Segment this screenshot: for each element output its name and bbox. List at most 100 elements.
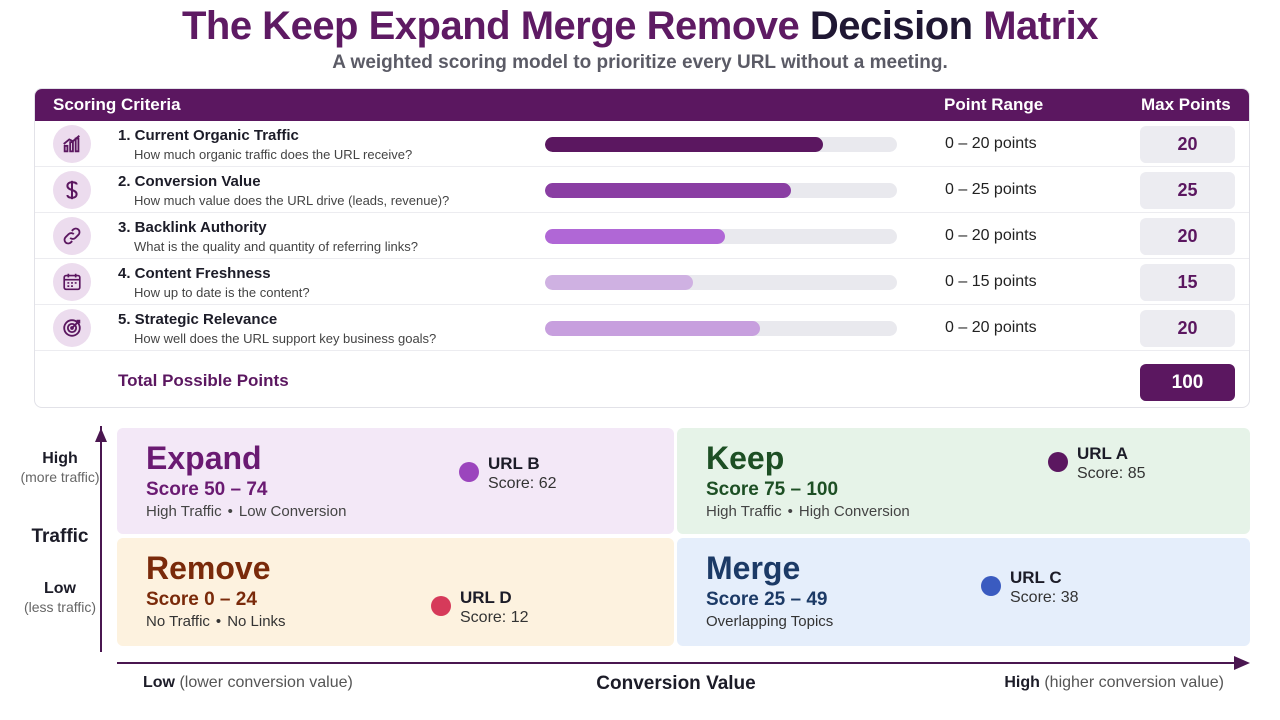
table-row: 4. Content Freshness How up to date is t… (35, 259, 1249, 305)
table-row: 2. Conversion Value How much value does … (35, 167, 1249, 213)
title-part-3: Matrix (983, 4, 1099, 48)
url-dot (459, 462, 479, 482)
quadrant-remove: Remove Score 0 – 24 No Traffic • No Links … (117, 538, 674, 646)
y-low-text: Low (44, 580, 76, 597)
bullet-separator: • (227, 503, 233, 520)
url-name: URL A (1077, 444, 1128, 463)
weight-bar-fill (545, 137, 824, 152)
criteria-name: 3. Backlink Authority (118, 219, 267, 236)
y-axis-line (100, 426, 102, 652)
y-axis-low-label: Low (less traffic) (20, 580, 100, 616)
quadrant-description: High Traffic • High Conversion (706, 503, 910, 520)
y-axis-arrow-icon (95, 428, 107, 442)
y-high-sub: (more traffic) (20, 469, 100, 485)
desc-a: No Traffic (146, 613, 210, 630)
max-points: 20 (1140, 310, 1235, 347)
page-title: The Keep Expand Merge Remove Decision Ma… (0, 4, 1280, 49)
title-part-2: Decision (809, 4, 973, 48)
url-dot (1048, 452, 1068, 472)
link-icon (53, 217, 91, 255)
bar-chart-icon (53, 125, 91, 163)
header-criteria: Scoring Criteria (53, 95, 181, 114)
criteria-description: What is the quality and quantity of refe… (134, 239, 418, 254)
quadrant-description: No Traffic • No Links (146, 613, 286, 630)
x-low-text: Low (143, 674, 175, 691)
x-axis-arrow-icon (1234, 656, 1250, 670)
point-range: 0 – 20 points (945, 319, 1037, 336)
url-score: Score: 62 (488, 475, 557, 492)
bullet-separator: • (787, 503, 793, 520)
max-points: 20 (1140, 126, 1235, 163)
criteria-description: How much value does the URL drive (leads… (134, 193, 450, 208)
y-axis-high-label: High (more traffic) (20, 450, 100, 486)
quadrant-score: Score 75 – 100 (706, 479, 839, 500)
max-points: 20 (1140, 218, 1235, 255)
url-name: URL D (460, 588, 512, 607)
quadrant-keep: Keep Score 75 – 100 High Traffic • High Co… (677, 428, 1250, 534)
point-range: 0 – 20 points (945, 227, 1037, 244)
max-points: 15 (1140, 264, 1235, 301)
url-dot (431, 596, 451, 616)
x-high-text: High (1004, 674, 1040, 691)
page-subtitle: A weighted scoring model to prioritize e… (332, 52, 948, 73)
table-row: 5. Strategic Relevance How well does the… (35, 305, 1249, 351)
weight-bar (545, 229, 897, 244)
x-axis-title: Conversion Value (596, 673, 756, 694)
url-score: Score: 12 (460, 609, 529, 626)
criteria-name: 2. Conversion Value (118, 173, 261, 190)
quadrant-score: Score 25 – 49 (706, 589, 828, 610)
y-axis-title: Traffic (31, 526, 89, 547)
url-score: Score: 85 (1077, 465, 1146, 482)
quadrant-name: Merge (706, 550, 801, 586)
point-range: 0 – 15 points (945, 273, 1037, 290)
header-max-points: Max Points (1141, 95, 1231, 114)
x-axis-low-label: Low (lower conversion value) (143, 674, 353, 692)
desc-b: High Conversion (798, 503, 910, 520)
quadrant-merge: Merge Score 25 – 49 Overlapping Topics U… (677, 538, 1250, 646)
quadrant-description: High Traffic • Low Conversion (146, 503, 346, 520)
weight-bar (545, 321, 897, 336)
quadrant-name: Keep (706, 440, 785, 476)
point-range: 0 – 20 points (945, 135, 1037, 152)
criteria-description: How much organic traffic does the URL re… (134, 147, 413, 162)
point-range: 0 – 25 points (945, 181, 1037, 198)
table-row: 3. Backlink Authority What is the qualit… (35, 213, 1249, 259)
weight-bar-fill (545, 321, 760, 336)
url-score: Score: 38 (1010, 589, 1079, 606)
quadrant-score: Score 50 – 74 (146, 479, 268, 500)
title-part-1: The Keep Expand Merge Remove (181, 4, 800, 48)
desc-a: High Traffic (706, 503, 782, 520)
scoring-table: Scoring Criteria Point Range Max Points … (34, 88, 1250, 408)
y-high-text: High (42, 450, 78, 467)
quadrant-expand: Expand Score 50 – 74 High Traffic • Low Co… (117, 428, 674, 534)
bullet-separator: • (215, 613, 222, 630)
y-low-sub: (less traffic) (23, 599, 97, 615)
criteria-description: How well does the URL support key busine… (134, 331, 437, 346)
dollar-icon (53, 171, 91, 209)
desc-a: High Traffic (146, 503, 222, 520)
header-point-range: Point Range (944, 95, 1044, 114)
weight-bar (545, 183, 897, 198)
weight-bar (545, 137, 897, 152)
desc-b: No Links (227, 613, 286, 630)
total-points: 100 (1140, 364, 1235, 401)
table-header: Scoring Criteria Point Range Max Points (35, 89, 1249, 121)
x-high-sub: (higher conversion value) (1044, 674, 1224, 691)
x-axis-high-label: High (higher conversion value) (1004, 674, 1224, 692)
quadrant-name: Remove (146, 550, 271, 586)
weight-bar (545, 275, 897, 290)
target-icon (53, 309, 91, 347)
max-points: 25 (1140, 172, 1235, 209)
total-label: Total Possible Points (118, 371, 289, 390)
quadrant-description: Overlapping Topics (706, 613, 834, 630)
url-name: URL C (1010, 568, 1062, 587)
url-name: URL B (488, 454, 540, 473)
criteria-name: 1. Current Organic Traffic (118, 127, 299, 144)
criteria-description: How up to date is the content? (134, 285, 310, 300)
quadrant-name: Expand (146, 440, 262, 476)
calendar-icon (53, 263, 91, 301)
weight-bar-fill (545, 275, 693, 290)
criteria-name: 4. Content Freshness (118, 265, 271, 282)
x-low-sub: (lower conversion value) (179, 674, 353, 691)
weight-bar-fill (545, 183, 792, 198)
